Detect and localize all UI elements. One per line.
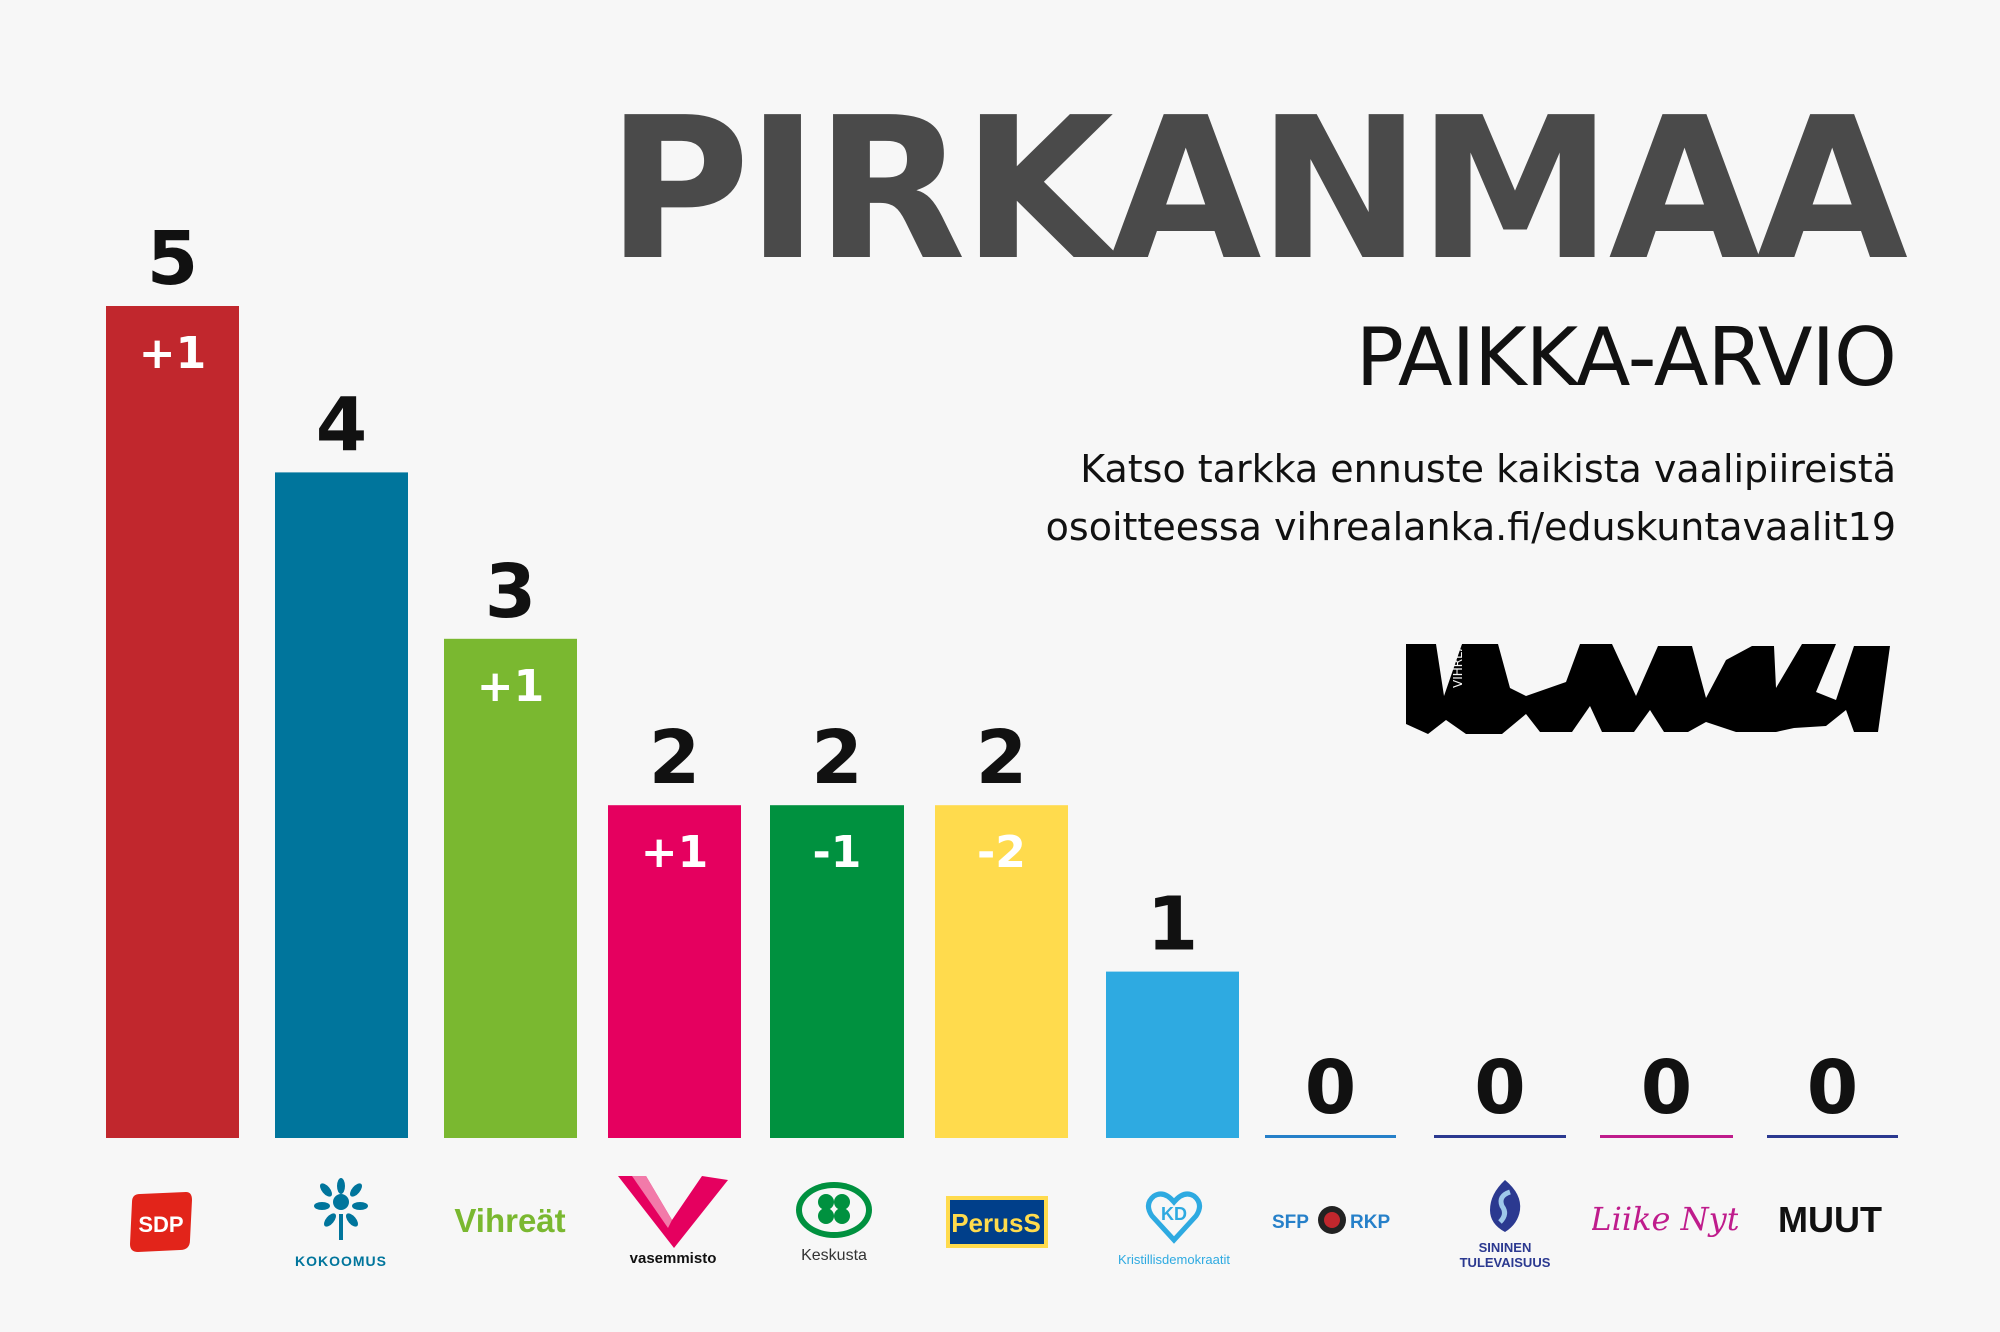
keskusta-logo-label: Keskusta — [801, 1247, 867, 1264]
vasemmisto-logo: vasemmisto — [618, 1176, 728, 1267]
value-label-sdp: 5 — [147, 216, 199, 302]
logo-small-text: VIHREÄ — [1450, 642, 1465, 688]
sininen-tulevaisuus-logo: SININEN TULEVAISUUS — [1460, 1180, 1551, 1270]
vihreat-logo-label: Vihreät — [454, 1202, 565, 1239]
value-label-muut: 0 — [1807, 1045, 1859, 1131]
bar-sfp-rkp — [1265, 1135, 1396, 1138]
bar-kokoomus — [275, 472, 408, 1138]
info-text-line-1: Katso tarkka ennuste kaikista vaalipiire… — [1080, 447, 1896, 491]
page-subtitle: PAIKKA-ARVIO — [1355, 311, 1897, 404]
value-label-sfp-rkp: 0 — [1305, 1045, 1357, 1131]
change-label-vasemmisto: +1 — [641, 827, 708, 878]
bar-vihre-t — [444, 638, 577, 1138]
kokoomus-logo-label: KOKOOMUS — [295, 1253, 387, 1269]
change-label-keskusta: -1 — [813, 827, 862, 878]
sininen-logo-label-2: TULEVAISUUS — [1460, 1255, 1551, 1270]
muut-logo-label: MUUT — [1778, 1199, 1882, 1240]
sininen-logo-label-1: SININEN — [1479, 1240, 1532, 1255]
change-label-vihre-t: +1 — [477, 661, 544, 712]
perussuomalaiset-logo-label: PerusS — [951, 1208, 1041, 1238]
value-label-vasemmisto: 2 — [649, 715, 701, 801]
bar-muut — [1767, 1135, 1898, 1138]
value-label-sininen-tulevaisuus: 0 — [1474, 1045, 1526, 1131]
keskusta-logo: Keskusta — [796, 1182, 872, 1264]
bar-sininen-tulevaisuus — [1434, 1135, 1566, 1138]
value-label-keskusta: 2 — [811, 715, 863, 801]
muut-logo: MUUT — [1778, 1199, 1882, 1240]
value-label-kristillisdemokraatit: 1 — [1147, 882, 1199, 968]
sfp-rkp-logo: SFP RKP — [1272, 1206, 1390, 1234]
rkp-logo-label: RKP — [1350, 1212, 1390, 1233]
bar-liike-nyt — [1600, 1135, 1733, 1138]
info-text-line-2: osoitteessa vihrealanka.fi/eduskuntavaal… — [1045, 505, 1896, 549]
bar-keskusta — [770, 805, 904, 1138]
vihrea-lanka-logo: VIHREÄ — [1406, 642, 1890, 734]
value-label-perussuomalaiset: 2 — [976, 715, 1028, 801]
change-label-sdp: +1 — [139, 328, 206, 379]
perussuomalaiset-logo: PerusS — [946, 1196, 1048, 1248]
bar-kristillisdemokraatit — [1106, 971, 1239, 1138]
kristillisdemokraatit-logo-label: Kristillisdemokraatit — [1118, 1252, 1230, 1267]
sdp-logo-label: SDP — [138, 1212, 183, 1237]
kokoomus-logo: KOKOOMUS — [295, 1178, 387, 1269]
bar-sdp — [106, 306, 239, 1138]
liike-nyt-logo-label: Liike Nyt — [1592, 1200, 1738, 1238]
sdp-logo: SDP — [130, 1192, 192, 1252]
value-label-vihre-t: 3 — [485, 549, 537, 635]
liike-nyt-logo: Liike Nyt — [1592, 1200, 1738, 1238]
value-label-kokoomus: 4 — [316, 382, 368, 468]
change-label-perussuomalaiset: -2 — [977, 827, 1026, 878]
bar-perussuomalaiset — [935, 805, 1068, 1138]
value-label-liike-nyt: 0 — [1641, 1045, 1693, 1131]
svg-text:KD: KD — [1161, 1204, 1187, 1224]
kristillisdemokraatit-logo: KD Kristillisdemokraatit — [1118, 1191, 1230, 1267]
bar-vasemmisto — [608, 805, 741, 1138]
vihreat-logo: Vihreät — [454, 1202, 565, 1239]
vasemmisto-logo-label: vasemmisto — [630, 1250, 717, 1267]
sfp-logo-label: SFP — [1272, 1212, 1309, 1233]
page-title: PIRKANMAA — [606, 76, 1908, 304]
